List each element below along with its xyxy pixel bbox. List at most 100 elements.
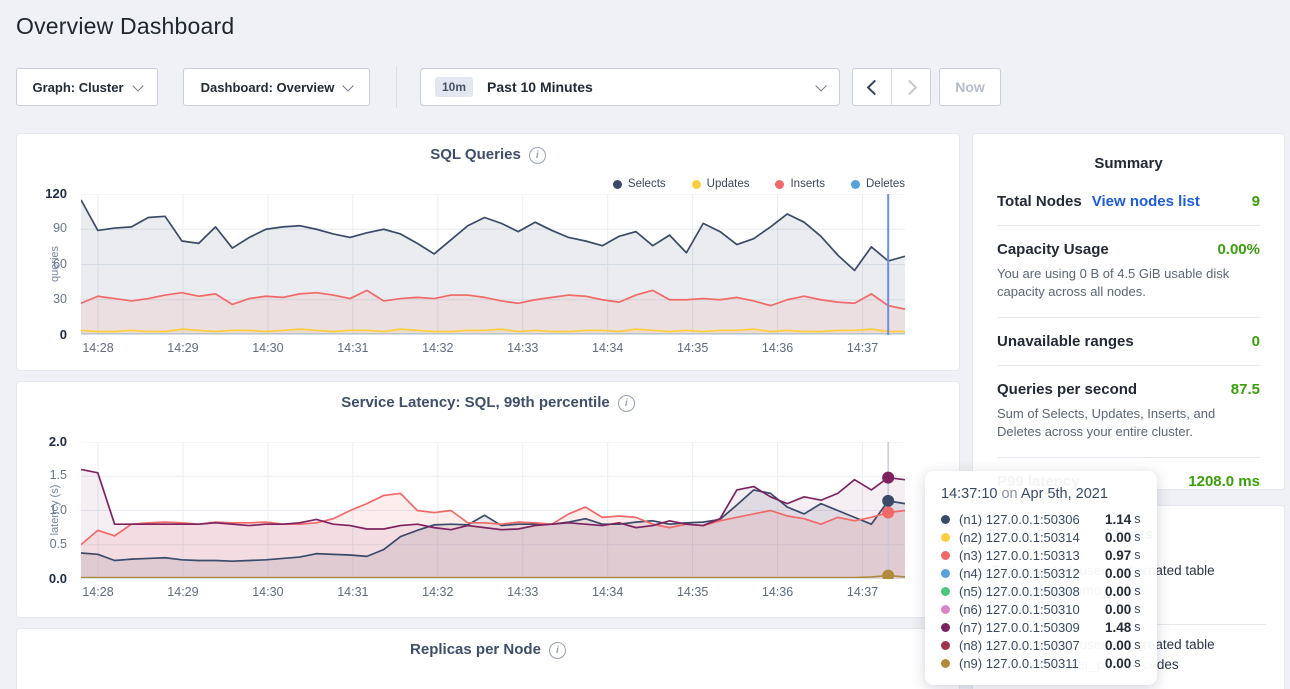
updates-dot-icon [692, 180, 701, 189]
x-tick-label: 14:33 [499, 341, 547, 355]
node-address: (n4) 127.0.0.1:50312 [959, 566, 1105, 581]
time-range-badge: 10m [435, 77, 473, 97]
next-interval-button[interactable] [892, 69, 930, 105]
view-nodes-list-link[interactable]: View nodes list [1092, 193, 1200, 210]
hover-marker-n1 [882, 495, 894, 507]
summary-panel: Summary Total Nodes View nodes list 9 Ca… [972, 133, 1285, 490]
y-tick-label: 120 [45, 186, 67, 201]
node-address: (n1) 127.0.0.1:50306 [959, 512, 1105, 527]
latency-unit: s [1134, 566, 1140, 580]
x-tick-label: 14:34 [584, 585, 632, 599]
y-tick-label: 1.0 [50, 503, 67, 517]
sql-queries-card: SQL Queries i Selects Updates Inserts Del… [16, 133, 960, 371]
chevron-down-icon [132, 80, 143, 91]
tooltip-timestamp: 14:37:10 on Apr 5th, 2021 [941, 486, 1141, 502]
node-address: (n3) 127.0.0.1:50313 [959, 548, 1105, 563]
chart-legend: Selects Updates Inserts Deletes [613, 178, 905, 190]
node-address: (n7) 127.0.0.1:50309 [959, 620, 1105, 635]
chart-plot[interactable] [81, 442, 905, 579]
deletes-dot-icon [851, 180, 860, 189]
node-color-dot-icon [941, 515, 950, 524]
x-tick-label: 14:28 [74, 341, 122, 355]
prev-interval-button[interactable] [853, 69, 892, 105]
latency-unit: s [1134, 530, 1140, 544]
node-latency-value: 1.14 [1105, 512, 1131, 527]
y-tick-label: 0.0 [49, 571, 67, 586]
now-button[interactable]: Now [939, 68, 1001, 106]
y-tick-label: 1.5 [50, 468, 67, 482]
unavailable-ranges-label: Unavailable ranges [997, 333, 1134, 350]
dashboard-label: Dashboard: Overview [201, 80, 335, 95]
chart-title: Service Latency: SQL, 99th percentile [341, 394, 609, 411]
tooltip-node-row: (n9) 127.0.0.1:503110.00s [941, 654, 1141, 672]
capacity-usage-label: Capacity Usage [997, 241, 1109, 258]
legend-item-deletes[interactable]: Deletes [851, 178, 905, 190]
legend-item-updates[interactable]: Updates [692, 178, 750, 190]
node-color-dot-icon [941, 659, 950, 668]
y-tick-label: 0.5 [50, 537, 67, 551]
time-step-buttons [852, 68, 931, 106]
x-tick-label: 14:37 [839, 585, 887, 599]
toolbar-divider [396, 66, 397, 108]
legend-item-selects[interactable]: Selects [613, 178, 666, 190]
overview-dashboard-page: Overview Dashboard Graph: Cluster Dashbo… [0, 0, 1290, 689]
tooltip-node-row: (n1) 127.0.0.1:503061.14s [941, 510, 1141, 528]
capacity-usage-value: 0.00% [1217, 241, 1260, 258]
tooltip-node-row: (n5) 127.0.0.1:503080.00s [941, 582, 1141, 600]
tooltip-node-row: (n6) 127.0.0.1:503100.00s [941, 600, 1141, 618]
node-latency-value: 0.00 [1105, 602, 1131, 617]
time-range-label: Past 10 Minutes [487, 79, 593, 95]
y-tick-label: 30 [53, 292, 67, 306]
x-tick-label: 14:31 [329, 341, 377, 355]
chart-title: SQL Queries [430, 146, 521, 163]
node-color-dot-icon [941, 623, 950, 632]
node-color-dot-icon [941, 569, 950, 578]
node-address: (n5) 127.0.0.1:50308 [959, 584, 1105, 599]
info-icon[interactable]: i [618, 395, 635, 412]
summary-title: Summary [973, 134, 1284, 178]
now-button-label: Now [955, 79, 985, 95]
node-latency-value: 0.97 [1105, 548, 1131, 563]
chart-plot[interactable] [81, 194, 905, 335]
latency-unit: s [1134, 512, 1140, 526]
x-tick-label: 14:35 [669, 341, 717, 355]
qps-desc: Sum of Selects, Updates, Inserts, and De… [997, 405, 1260, 442]
tooltip-node-row: (n4) 127.0.0.1:503120.00s [941, 564, 1141, 582]
x-tick-label: 14:34 [584, 341, 632, 355]
node-color-dot-icon [941, 641, 950, 650]
graph-scope-dropdown[interactable]: Graph: Cluster [16, 68, 158, 106]
latency-unit: s [1134, 620, 1140, 634]
node-latency-value: 0.00 [1105, 638, 1131, 653]
x-tick-label: 14:29 [159, 585, 207, 599]
y-tick-label: 0 [60, 327, 67, 342]
latency-unit: s [1134, 638, 1140, 652]
node-color-dot-icon [941, 605, 950, 614]
qps-value: 87.5 [1231, 381, 1260, 398]
x-tick-label: 14:35 [669, 585, 717, 599]
x-tick-label: 14:30 [244, 585, 292, 599]
unavailable-ranges-value: 0 [1252, 333, 1260, 350]
x-tick-label: 14:30 [244, 341, 292, 355]
dashboard-dropdown[interactable]: Dashboard: Overview [183, 68, 370, 106]
node-address: (n2) 127.0.0.1:50314 [959, 530, 1105, 545]
chart-title: Replicas per Node [410, 641, 541, 658]
p99-latency-value: 1208.0 ms [1188, 473, 1260, 490]
chevron-right-icon [901, 79, 917, 95]
latency-unit: s [1134, 548, 1140, 562]
legend-item-inserts[interactable]: Inserts [775, 178, 825, 190]
replicas-per-node-card: Replicas per Node i [16, 628, 960, 689]
selects-dot-icon [613, 180, 622, 189]
node-latency-value: 0.00 [1105, 530, 1131, 545]
info-icon[interactable]: i [549, 642, 566, 659]
node-color-dot-icon [941, 551, 950, 560]
time-range-dropdown[interactable]: 10m Past 10 Minutes [420, 68, 840, 106]
hover-marker-n3 [882, 507, 894, 519]
tooltip-node-row: (n2) 127.0.0.1:503140.00s [941, 528, 1141, 546]
capacity-usage-desc: You are using 0 B of 4.5 GiB usable disk… [997, 265, 1260, 302]
node-address: (n9) 127.0.0.1:50311 [959, 656, 1105, 671]
hover-marker-n7 [882, 472, 894, 484]
total-nodes-value: 9 [1252, 193, 1260, 210]
graph-scope-label: Graph: Cluster [32, 80, 123, 95]
chart-hover-tooltip: 14:37:10 on Apr 5th, 2021 (n1) 127.0.0.1… [925, 471, 1157, 685]
info-icon[interactable]: i [529, 147, 546, 164]
